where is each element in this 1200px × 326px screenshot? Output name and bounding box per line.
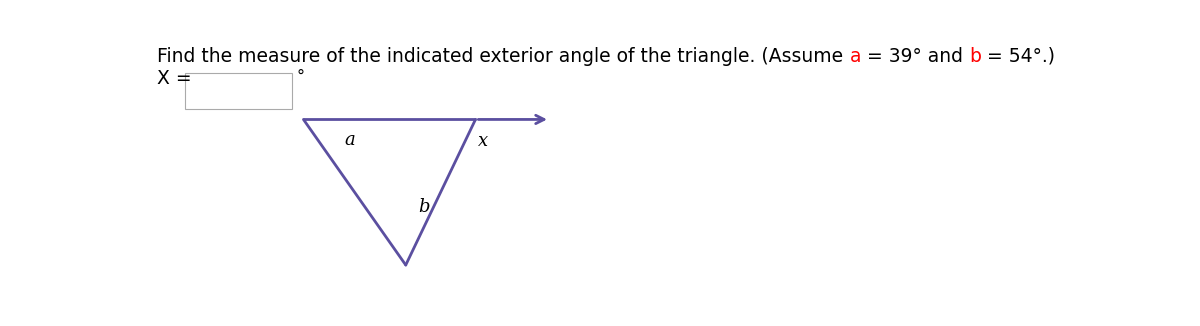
Text: b: b [970,47,980,66]
Text: = 39° and: = 39° and [862,47,970,66]
Text: x: x [478,132,488,150]
Text: °: ° [296,69,304,84]
Text: = 54°.): = 54°.) [980,47,1055,66]
Text: Find the measure of the indicated exterior angle of the triangle. (Assume: Find the measure of the indicated exteri… [157,47,850,66]
Bar [185,73,293,110]
Text: X =: X = [157,69,192,88]
Text: b: b [419,198,430,216]
Text: a: a [850,47,862,66]
Text: a: a [344,130,355,149]
